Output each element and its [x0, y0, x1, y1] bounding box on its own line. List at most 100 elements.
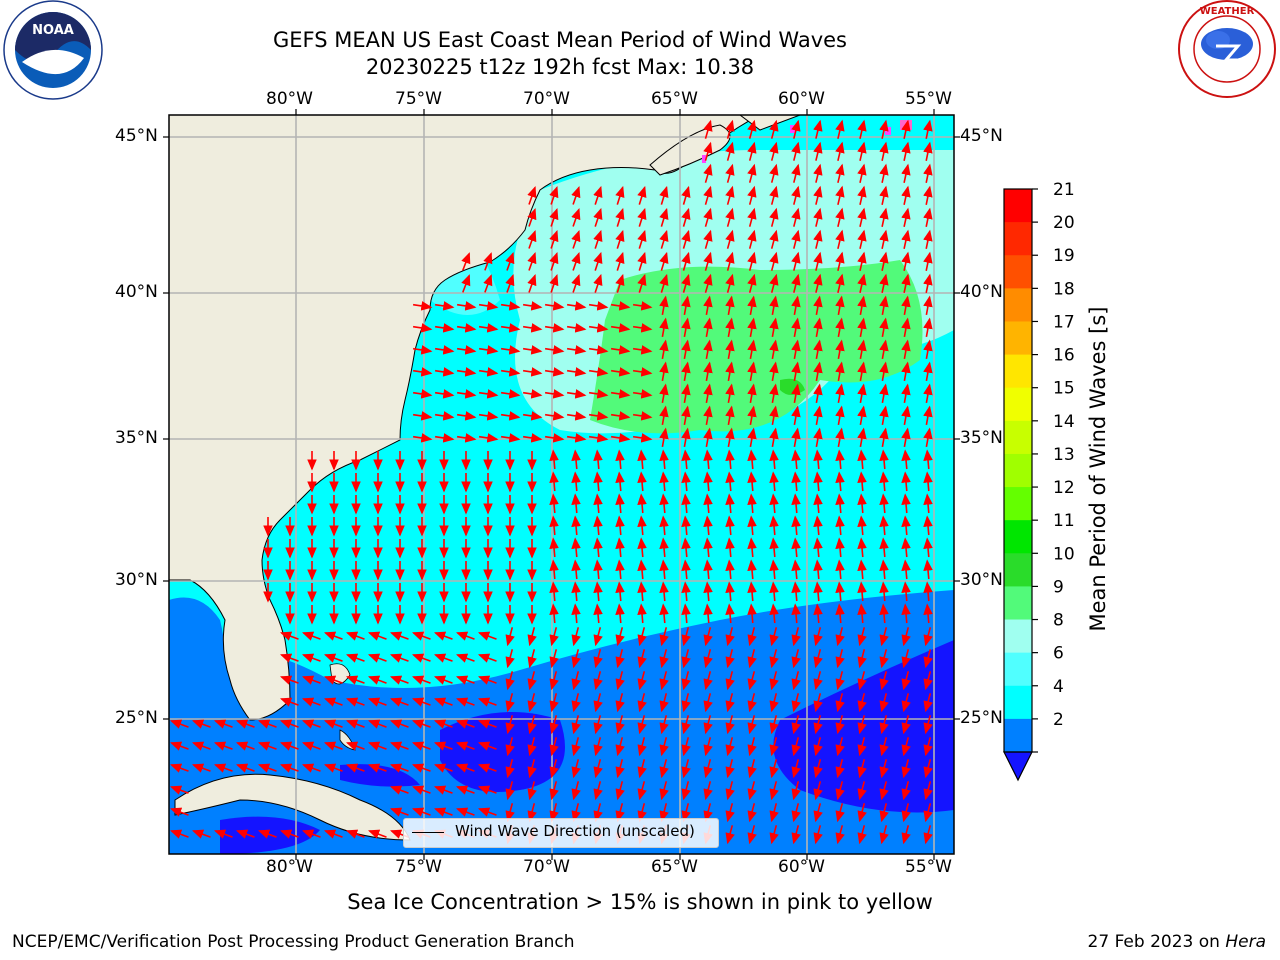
wind-wave-arrow [769, 273, 779, 293]
wind-wave-arrow [923, 559, 933, 580]
wind-wave-arrow [857, 251, 867, 271]
wind-wave-arrow [923, 251, 933, 271]
wind-wave-arrow [637, 229, 647, 249]
wind-wave-arrow [455, 631, 475, 641]
wind-wave-arrow [571, 737, 581, 757]
wind-wave-arrow [725, 559, 735, 580]
wind-wave-arrow [615, 627, 625, 647]
period-band-lt2-a [440, 712, 565, 792]
wind-wave-arrow [879, 537, 889, 558]
wind-wave-arrow [412, 367, 433, 377]
wind-wave-arrow [456, 301, 477, 311]
wind-wave-arrow [681, 693, 691, 713]
wind-wave-arrow [703, 229, 713, 249]
wind-wave-arrow [769, 317, 779, 338]
wind-wave-arrow [169, 763, 189, 773]
wind-wave-arrow [433, 631, 453, 641]
wind-wave-arrow [637, 759, 647, 779]
wind-wave-arrow [857, 163, 867, 183]
wind-wave-arrow [323, 741, 343, 751]
legend-label: Wind Wave Direction (unscaled) [455, 822, 695, 840]
wind-wave-arrow [389, 675, 409, 685]
wind-wave-arrow [477, 807, 497, 817]
wind-wave-arrow [835, 383, 845, 404]
wind-wave-arrow [637, 581, 647, 602]
wind-wave-arrow [588, 411, 609, 421]
map-legend: Wind Wave Direction (unscaled) [403, 818, 719, 848]
wind-wave-arrow [257, 741, 277, 751]
wind-wave-arrow [769, 207, 779, 227]
wind-wave-arrow [835, 339, 845, 360]
lon-label-top-60: 60°W [778, 89, 825, 109]
wind-wave-arrow [923, 295, 933, 316]
wind-wave-arrow [879, 671, 889, 691]
wind-wave-arrow [703, 185, 713, 205]
wind-wave-arrow [593, 537, 603, 558]
colorbar-tick-label: 6 [1053, 644, 1064, 664]
wind-wave-arrow [857, 515, 867, 536]
wind-wave-arrow [681, 229, 691, 249]
colorbar-tick-label: 15 [1053, 379, 1075, 399]
wind-wave-arrow [813, 383, 823, 404]
wind-wave-arrow [769, 581, 779, 602]
wind-wave-arrow [549, 515, 559, 536]
wind-wave-arrow [681, 273, 691, 293]
wind-wave-arrow [901, 229, 911, 249]
wind-wave-arrow [725, 715, 735, 735]
wind-wave-arrow [813, 537, 823, 558]
wind-wave-arrow [901, 185, 911, 205]
wind-wave-arrow [659, 737, 669, 757]
wind-wave-arrow [527, 803, 537, 823]
wind-wave-arrow [610, 301, 631, 311]
wind-wave-arrow [659, 559, 669, 580]
wind-wave-arrow [367, 631, 387, 641]
wind-wave-arrow [615, 515, 625, 536]
wind-wave-arrow [455, 763, 475, 773]
wind-wave-arrow [412, 433, 433, 443]
wind-wave-arrow [659, 649, 669, 669]
wind-wave-arrow [835, 317, 845, 338]
wind-wave-arrow [411, 653, 431, 663]
wind-wave-arrow [901, 383, 911, 404]
wind-wave-arrow [549, 781, 559, 801]
wind-wave-arrow [681, 781, 691, 801]
wind-wave-arrow [901, 559, 911, 580]
wind-wave-arrow [725, 693, 735, 713]
wind-wave-arrow [681, 581, 691, 602]
wind-wave-arrow [527, 273, 537, 293]
colorbar-tick-label: 9 [1053, 577, 1064, 597]
wind-wave-arrow [681, 493, 691, 514]
wind-wave-arrow [571, 581, 581, 602]
wind-wave-arrow [747, 825, 757, 845]
wind-wave-arrow [477, 785, 497, 795]
wind-wave-arrow [813, 185, 823, 205]
wind-wave-arrow [279, 763, 299, 773]
wind-wave-arrow [835, 119, 845, 139]
wind-wave-arrow [769, 559, 779, 580]
wind-wave-arrow [725, 163, 735, 183]
wind-wave-arrow [549, 207, 559, 227]
wind-wave-arrow [615, 471, 625, 492]
wind-wave-arrow [681, 361, 691, 382]
wind-wave-arrow [571, 781, 581, 801]
wind-wave-arrow [879, 693, 889, 713]
wind-wave-arrow [747, 803, 757, 823]
lon-label-top-65: 65°W [651, 89, 698, 109]
wind-wave-arrow [813, 825, 823, 845]
wind-wave-arrow [879, 295, 889, 316]
wind-wave-arrow [549, 559, 559, 580]
wind-wave-arrow [323, 653, 343, 663]
wind-wave-arrow [659, 449, 669, 470]
wind-wave-arrow [500, 433, 521, 443]
wind-wave-arrow [835, 627, 845, 647]
wind-wave-arrow [527, 185, 537, 205]
wind-wave-arrow [901, 715, 911, 735]
wind-wave-arrow [813, 671, 823, 691]
wind-wave-arrow [456, 323, 477, 333]
wind-wave-arrow [637, 515, 647, 536]
wind-wave-arrow [813, 715, 823, 735]
wind-wave-arrow [527, 671, 537, 691]
wind-wave-arrow [923, 273, 933, 293]
wind-wave-arrow [769, 627, 779, 647]
wind-wave-arrow [857, 449, 867, 470]
